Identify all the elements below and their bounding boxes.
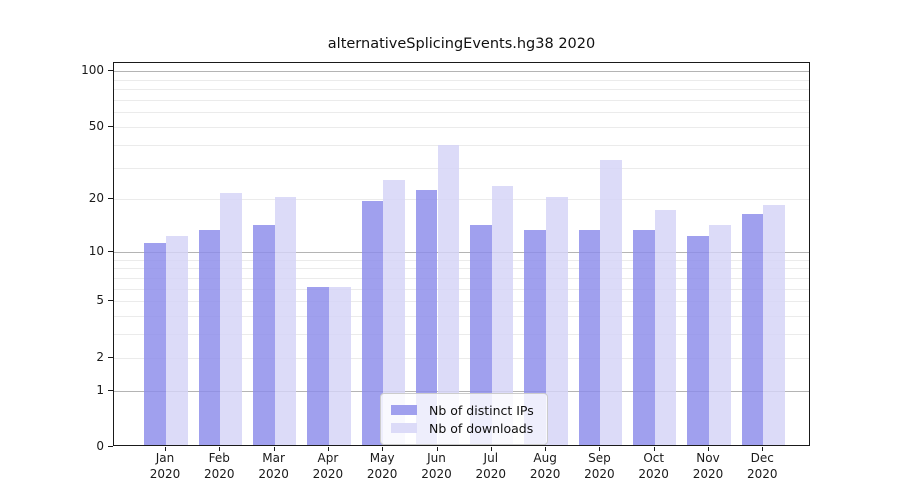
gridline-major [114, 251, 809, 253]
bar-downloads-mar [274, 197, 297, 445]
legend-row: Nb of downloads [391, 420, 537, 436]
y-tick-mark [108, 356, 113, 358]
gridline-minor [114, 316, 809, 317]
legend: Nb of distinct IPs Nb of downloads [380, 393, 548, 445]
x-tick-label: May 2020 [366, 451, 398, 481]
legend-swatch-downloads [391, 423, 417, 433]
y-tick-label: 2 [96, 349, 104, 364]
x-tick-label: Jun 2020 [421, 451, 452, 481]
gridline-minor [114, 199, 809, 201]
bar-distinct-ips-aug [524, 230, 547, 445]
y-tick-label: 50 [88, 119, 104, 133]
y-tick-label: 10 [88, 243, 104, 258]
x-tick-mark [708, 447, 709, 451]
gridline-minor [114, 277, 809, 279]
bar-downloads-jul [491, 186, 514, 445]
x-tick-label: Mar 2020 [258, 451, 289, 481]
gridline-minor [114, 89, 809, 91]
gridline-minor [114, 127, 809, 128]
x-tick-label: Oct 2020 [638, 451, 669, 481]
gridline-minor [114, 268, 809, 270]
chart-title: alternativeSplicingEvents.hg38 2020 [327, 36, 596, 52]
x-tick-mark [490, 447, 492, 451]
x-tick-mark [219, 447, 221, 451]
bar-downloads-sep [600, 160, 623, 445]
gridline-major [114, 71, 809, 73]
bar-downloads-jan [166, 236, 188, 445]
bar-distinct-ips-nov [687, 236, 709, 445]
y-tick-label: 5 [96, 293, 104, 308]
bar-downloads-may [383, 179, 405, 445]
bars-layer [114, 63, 809, 445]
x-tick-label: Aug 2020 [529, 451, 561, 481]
x-tick-label: Nov 2020 [692, 451, 724, 481]
x-tick-label: Apr 2020 [312, 451, 344, 481]
gridline-major [114, 390, 809, 392]
bar-distinct-ips-sep [578, 230, 601, 445]
x-tick-mark [599, 447, 601, 451]
y-tick-label: 100 [81, 63, 104, 78]
x-tick-label: Sep 2020 [584, 451, 615, 481]
bar-distinct-ips-feb [198, 230, 221, 445]
gridline-minor [114, 112, 809, 114]
x-tick-mark [273, 447, 275, 451]
x-tick-mark [762, 447, 764, 451]
x-tick-mark [653, 447, 655, 451]
y-tick-mark [108, 446, 113, 447]
bar-downloads-feb [220, 193, 242, 445]
gridline-minor [114, 301, 809, 303]
gridline-minor [114, 167, 809, 169]
legend-label-distinct-ips: Nb of distinct IPs [429, 402, 534, 418]
bar-distinct-ips-may [361, 201, 384, 445]
y-tick-mark [108, 389, 113, 391]
legend-swatch-distinct-ips [391, 405, 417, 415]
gridline-minor [114, 144, 809, 146]
gridline-minor [114, 100, 809, 102]
bar-downloads-nov [709, 224, 731, 445]
bar-downloads-oct [654, 209, 677, 445]
bar-distinct-ips-mar [252, 224, 275, 445]
x-tick-mark [327, 447, 329, 451]
y-tick-label: 20 [88, 191, 104, 206]
x-tick-mark [436, 447, 438, 451]
x-tick-mark [545, 447, 547, 451]
x-tick-label: Feb 2020 [204, 451, 235, 481]
y-tick-label: 0 [96, 439, 104, 453]
bar-downloads-jun [437, 144, 460, 445]
gridline-minor [114, 357, 809, 359]
y-tick-mark [108, 198, 113, 200]
x-tick-label: Jan 2020 [149, 451, 181, 481]
y-tick-mark [108, 126, 113, 127]
y-tick-mark [108, 300, 113, 302]
bar-distinct-ips-jul [470, 224, 492, 445]
x-tick-label: Jul 2020 [475, 451, 507, 481]
y-tick-mark [108, 250, 113, 252]
bar-downloads-dec [763, 205, 785, 445]
bar-downloads-aug [546, 197, 568, 445]
x-tick-label: Dec 2020 [747, 451, 778, 481]
y-tick-mark [108, 70, 113, 72]
x-tick-mark [382, 447, 384, 451]
gridline-minor [114, 288, 809, 290]
plot-area: Nb of distinct IPs Nb of downloads [113, 62, 810, 446]
bar-distinct-ips-apr [307, 286, 329, 445]
bar-distinct-ips-jan [144, 242, 166, 445]
y-tick-label: 1 [96, 382, 104, 397]
gridline-minor [114, 259, 809, 261]
bar-downloads-apr [328, 286, 351, 445]
grid-layer [114, 63, 809, 445]
gridline-minor [114, 334, 809, 336]
bar-distinct-ips-jun [415, 189, 438, 445]
bar-distinct-ips-dec [741, 214, 764, 445]
legend-label-downloads: Nb of downloads [429, 420, 534, 436]
bar-distinct-ips-oct [633, 230, 655, 445]
x-tick-mark [165, 447, 166, 451]
legend-row: Nb of distinct IPs [391, 402, 537, 418]
gridline-minor [114, 79, 809, 81]
